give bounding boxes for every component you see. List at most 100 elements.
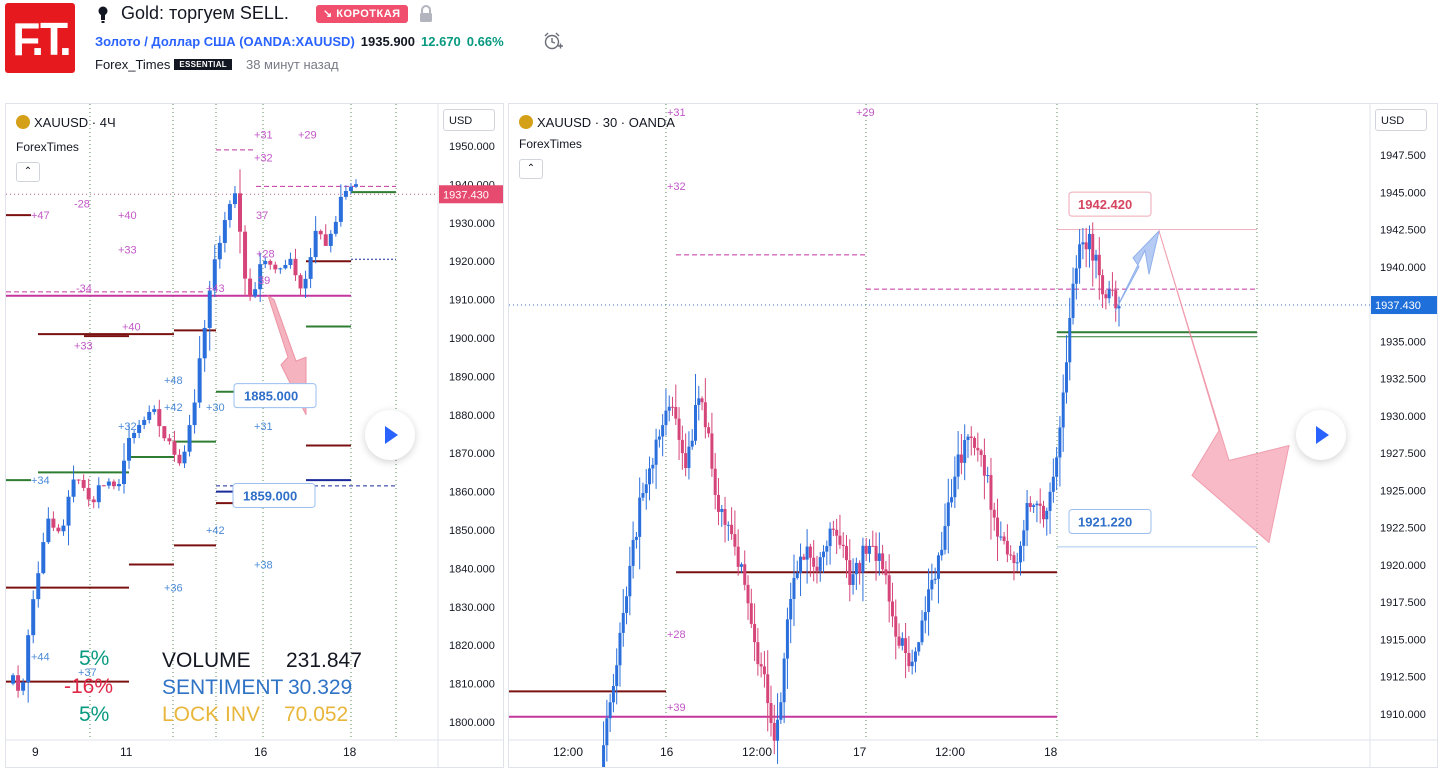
y-tick-label: 1920.000 (1380, 560, 1426, 572)
right-candle (1110, 289, 1114, 291)
right-candle (815, 566, 819, 571)
right-candle (999, 536, 1003, 538)
left-candle (232, 193, 237, 205)
y-tick-label: 1830.000 (449, 602, 495, 614)
price-callout-box (233, 383, 317, 409)
left-candle (293, 258, 298, 276)
y-tick-label: 1860.000 (449, 487, 495, 499)
right-candle (684, 453, 688, 469)
pink-marker-label: +28 (256, 248, 275, 260)
left-candle (132, 432, 137, 439)
y-tick-label: 1920.000 (449, 256, 495, 268)
left-candle (227, 204, 232, 221)
right-candle (651, 464, 655, 469)
y-tick-label: 1922.500 (1380, 523, 1426, 535)
idea-title: Gold: торгуем SELL. (121, 3, 289, 23)
right-candle (621, 612, 625, 633)
right-candle (890, 601, 894, 617)
left-currency-selector[interactable]: USD (443, 109, 495, 131)
right-candle (917, 642, 921, 652)
lock-inv-label: LOCK INV (162, 703, 261, 726)
right-indicator-label[interactable]: ForexTimes (519, 137, 582, 151)
price-callout-text: 1942.420 (1078, 197, 1132, 212)
right-candle (936, 555, 940, 579)
right-candle (851, 574, 855, 585)
left-candle (268, 260, 273, 265)
symbol-line: Золото / Доллар США (OANDA:XAUUSD) 1935.9… (95, 34, 504, 49)
blue-marker-label: +42 (206, 525, 225, 537)
right-candle (920, 620, 924, 643)
blue-marker-label: +30 (206, 402, 225, 414)
right-candle (982, 455, 986, 476)
right-candle (644, 484, 648, 494)
y-tick-label: 1925.000 (1380, 485, 1426, 497)
y-tick-label: 1927.500 (1380, 448, 1426, 460)
right-candle (841, 544, 845, 547)
current-price-tag (439, 185, 503, 204)
symbol-link[interactable]: Золото / Доллар США (OANDA:XAUUSD) (95, 34, 355, 49)
right-candle (1074, 268, 1078, 284)
right-candle (772, 722, 776, 741)
left-candle (182, 451, 187, 464)
blue-marker-label: +36 (164, 582, 183, 594)
left-chart-pane[interactable]: 1950.0001940.0001930.0001920.0001910.000… (5, 103, 504, 768)
right-candle (615, 665, 619, 687)
right-candle (680, 439, 684, 454)
left-candle (101, 485, 106, 487)
left-chart-canvas[interactable]: 1950.0001940.0001930.0001920.0001910.000… (6, 104, 503, 767)
right-candle (1084, 242, 1088, 250)
right-candle (1048, 491, 1052, 511)
right-candle (625, 596, 629, 613)
left-play-button[interactable] (365, 410, 415, 460)
blue-marker-label: +32 (118, 421, 137, 433)
right-candle (1025, 503, 1029, 531)
left-candle (243, 231, 248, 279)
author-name[interactable]: Forex_Times (95, 57, 171, 72)
left-candle (212, 259, 217, 291)
y-tick-label: 1910.000 (1380, 709, 1426, 721)
right-candle (805, 546, 809, 560)
right-candle (930, 579, 934, 590)
right-chart-canvas[interactable]: 1947.5001945.0001942.5001940.0001937.500… (509, 104, 1437, 767)
right-candle (963, 440, 967, 463)
left-candle (167, 438, 172, 442)
left-chart-title: XAUUSD · 4Ч (16, 115, 116, 130)
right-currency-selector[interactable]: USD (1375, 109, 1427, 131)
right-collapse-button[interactable]: ⌃ (519, 159, 543, 179)
right-candle (716, 494, 720, 512)
right-candle (1005, 540, 1009, 555)
right-candle (789, 598, 793, 620)
left-candle (152, 409, 157, 412)
left-candle (172, 441, 177, 455)
right-candle (969, 436, 973, 438)
right-candle (1071, 283, 1075, 318)
left-indicator-label[interactable]: ForexTimes (16, 140, 79, 154)
forextimes-logo[interactable]: F.T. (5, 3, 75, 73)
alarm-clock-icon[interactable] (543, 31, 563, 51)
left-candle (61, 525, 66, 532)
right-candle (654, 439, 658, 465)
author-plan-badge: ESSENTIAL (174, 59, 232, 70)
short-direction-badge: ↘ КОРОТКАЯ (316, 5, 408, 23)
blue-marker-label: +31 (254, 421, 273, 433)
x-tick-label: 18 (343, 745, 357, 759)
right-chart-pane[interactable]: 1947.5001945.0001942.5001940.0001937.500… (508, 103, 1438, 768)
right-candle (739, 564, 743, 567)
right-candle (953, 476, 957, 498)
pink-marker-label: +33 (74, 341, 93, 353)
right-candle (671, 406, 675, 408)
right-candle (1101, 275, 1105, 295)
right-play-button[interactable] (1296, 410, 1346, 460)
last-price: 1935.900 (360, 34, 416, 49)
left-candle (177, 454, 182, 464)
right-chart-title: XAUUSD · 30 · OANDA (519, 115, 675, 130)
right-candle (756, 642, 760, 665)
right-candle (1019, 545, 1023, 563)
right-candle (1107, 289, 1111, 299)
pink-marker-label: +33 (118, 245, 137, 257)
left-candle (348, 186, 353, 192)
price-callout-box (1068, 509, 1152, 535)
logo-text: F.T. (12, 13, 72, 65)
left-collapse-button[interactable]: ⌃ (16, 162, 40, 182)
right-candle (762, 666, 766, 675)
